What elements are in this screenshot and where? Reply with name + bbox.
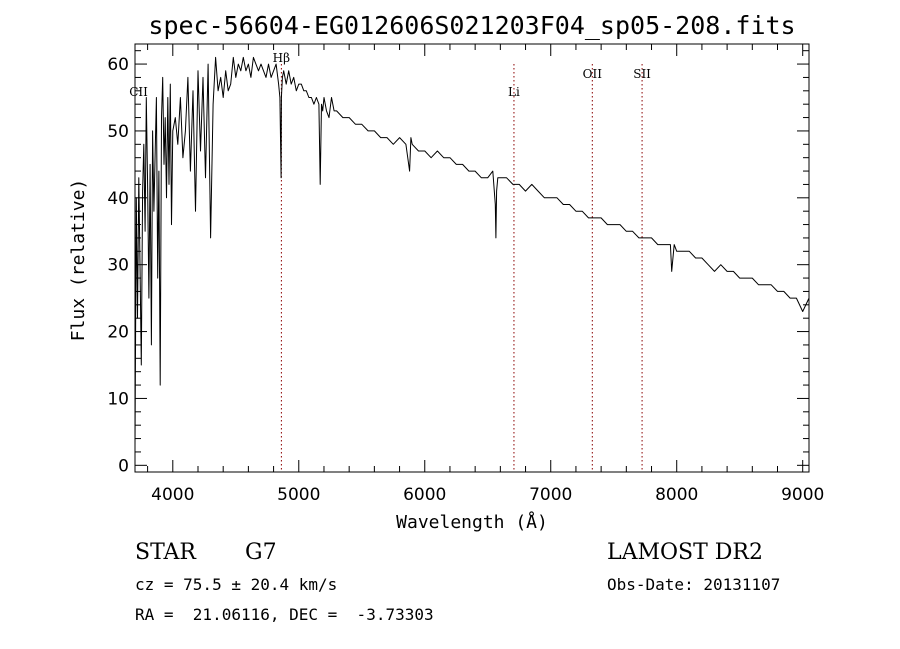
marker-label: OII: [583, 67, 603, 81]
x-tick-label: 9000: [781, 485, 824, 505]
object-subclass: G7: [245, 540, 277, 565]
y-tick-label: 60: [107, 55, 129, 75]
redshift-text: cz = 75.5 ± 20.4 km/s: [135, 575, 338, 594]
emission-line-markers: CII Hβ Li OII SII: [129, 51, 651, 472]
plot-frame: [134, 43, 810, 473]
x-tick-label: 7000: [529, 485, 572, 505]
spectrum-series: [134, 56, 810, 446]
object-class: STAR: [135, 540, 196, 565]
obs-date-text: Obs-Date: 20131107: [607, 575, 781, 594]
y-tick-label: 40: [107, 189, 129, 209]
x-tick-label: 4000: [151, 485, 194, 505]
marker-label: CII: [129, 85, 148, 99]
coordinates-text: RA = 21.06116, DEC = -3.73303: [135, 605, 434, 624]
spectrum-line: [134, 56, 810, 446]
x-tick-label: 6000: [403, 485, 446, 505]
x-tick-label: 5000: [277, 485, 320, 505]
y-tick-label: 20: [107, 323, 129, 343]
marker-label: Hβ: [273, 51, 290, 65]
y-tick-label: 0: [118, 456, 129, 476]
y-tick-label: 10: [107, 389, 129, 409]
x-axis-label: Wavelength (Å): [396, 511, 548, 533]
y-axis-label: Flux (relative): [68, 179, 89, 342]
axes: 4000 5000 6000 7000 8000 9000 0 10 20 30 40 50 60: [107, 43, 824, 505]
x-tick-label: 8000: [655, 485, 698, 505]
marker-label: Li: [508, 85, 520, 99]
chart-title: spec-56604-EG012606S021203F04_sp05-208.f…: [148, 11, 795, 40]
y-tick-label: 50: [107, 122, 129, 142]
y-tick-label: 30: [107, 256, 129, 276]
marker-label: SII: [633, 67, 651, 81]
survey-label: LAMOST DR2: [607, 540, 763, 565]
